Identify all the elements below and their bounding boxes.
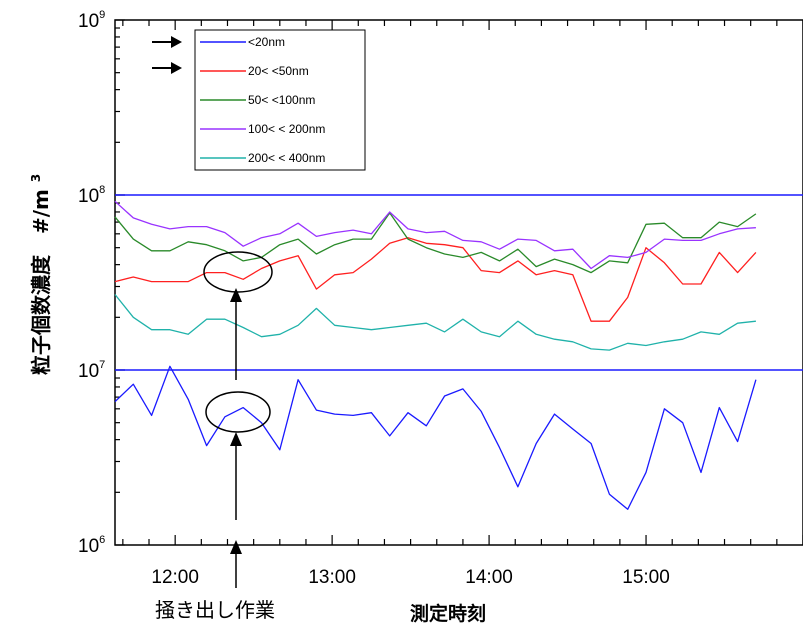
annotation-ellipse-upper [203,251,273,293]
svg-text:粒子個数濃度 #/m 3: 粒子個数濃度 #/m 3 [29,174,53,375]
x-tick-label: 12:00 [151,567,199,588]
legend-arrows [152,36,182,74]
x-axis-label: 測定時刻 [410,602,486,625]
series-line-3 [114,200,756,270]
y-tick-label: 107 [78,359,105,382]
plot-frame [114,19,803,546]
y-axis-unit: #/m [29,189,53,234]
legend: <20nm 20< <50nm 50< <100nm 100< < 200nm 200<… [194,29,366,171]
y-axis-label: 粒子個数濃度 #/m 3 [29,174,53,375]
legend-label-4: 200< < 400nm [248,151,325,165]
y-tick-label: 106 [78,534,105,557]
x-tick-labels: 12:00 13:00 14:00 15:00 [151,567,669,588]
series-line-0 [114,365,757,510]
annotation-label: 掻き出し作業 [155,598,275,622]
reference-lines [115,194,803,371]
annotation-arrow-bottom-head [230,540,242,554]
y-tick-label: 108 [78,184,105,207]
legend-label-2: 50< <100nm [248,93,315,107]
series-lines [114,200,757,510]
y-axis-unit-sup: 3 [29,174,43,182]
annotation: 掻き出し作業 [155,251,275,622]
y-tick-label: 109 [78,9,105,32]
y-tick-labels: 106 107 108 109 [78,9,105,557]
legend-label-3: 100< < 200nm [248,122,325,136]
legend-label-0: <20nm [248,35,285,49]
x-tick-label: 13:00 [308,567,356,588]
arrow-1-head [171,36,182,48]
annotation-ellipse-lower [205,391,271,433]
annotation-arrow-lower-head [230,432,242,446]
x-tick-label: 14:00 [465,567,513,588]
series-line-4 [114,294,756,351]
series-line-2 [114,212,757,274]
legend-label-1: 20< <50nm [248,64,309,78]
y-axis-label-text: 粒子個数濃度 [29,254,53,375]
x-tick-label: 15:00 [622,567,670,588]
annotation-arrow-upper-head [230,288,242,302]
arrow-2-head [171,62,182,74]
